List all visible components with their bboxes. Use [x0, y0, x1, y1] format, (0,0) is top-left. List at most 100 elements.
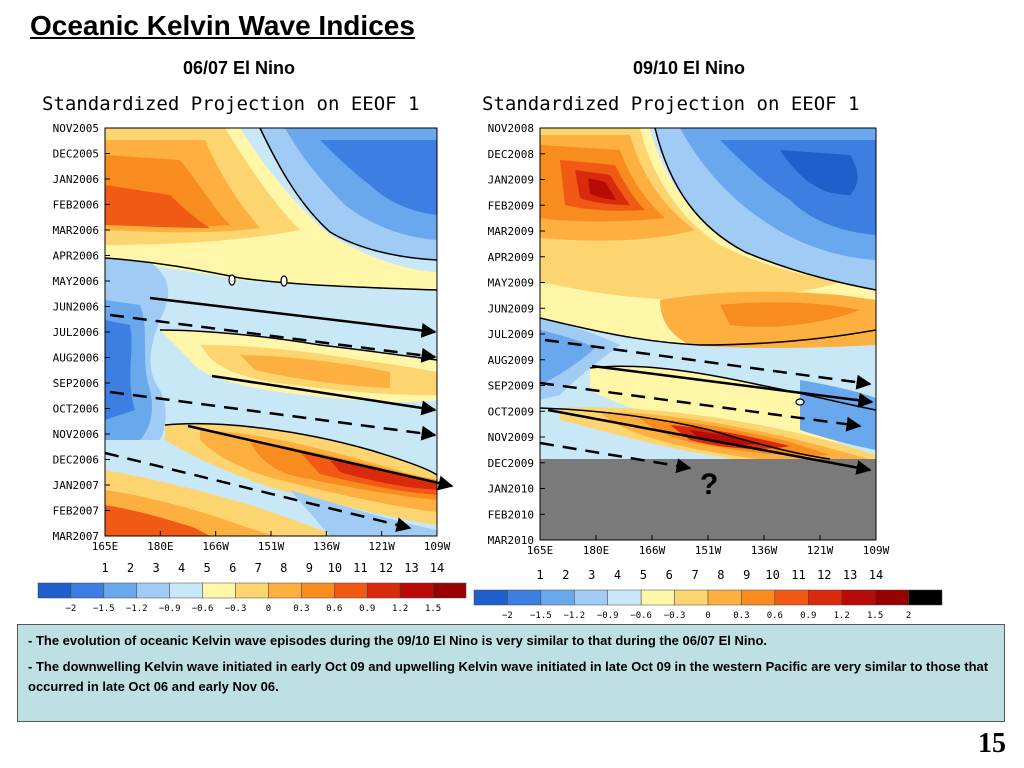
- colorbar-swatch: [507, 589, 542, 606]
- panel2-missing-data: [540, 459, 876, 540]
- colorbar-label: 0.6: [767, 611, 783, 620]
- month-tick-label: FEB2009: [488, 199, 534, 212]
- longitude-tick-label: 121W: [368, 540, 395, 553]
- index-label: 4: [178, 561, 185, 575]
- caption-box: - The evolution of oceanic Kelvin wave e…: [17, 624, 1005, 722]
- panel2-subtitle: 09/10 El Nino: [633, 58, 746, 78]
- colorbar-label: −1.2: [563, 611, 585, 620]
- month-tick-label: NOV2008: [488, 122, 534, 135]
- month-tick-label: JAN2009: [488, 174, 534, 187]
- colorbar-label: 0.9: [359, 604, 375, 614]
- panel2-colorbar: −2 −1.5 −1.2 −0.9 −0.6 −0.3 0 0.3 0.6 0.9 1.2 1.5 2: [473, 589, 943, 620]
- colorbar-swatch: [334, 582, 368, 599]
- panel2-dashed-arrow-2: [539, 381, 862, 432]
- index-label: 10: [328, 561, 342, 575]
- colorbar-label: 0: [705, 611, 710, 620]
- panel1-solid-arrow-2: [211, 374, 437, 416]
- month-tick-label: DEC2005: [53, 148, 99, 161]
- colorbar-label: 2: [906, 611, 911, 620]
- panel1-dashed-arrow-2: [109, 390, 437, 441]
- colorbar-swatch: [399, 582, 434, 599]
- index-label: 7: [255, 561, 262, 575]
- index-label: 3: [152, 561, 159, 575]
- longitude-tick-label: 166W: [202, 540, 229, 553]
- colorbar-label: 0: [266, 604, 271, 614]
- colorbar-label: −0.9: [597, 611, 619, 620]
- colorbar-swatch: [136, 582, 170, 599]
- panel2-solid-arrow-2: [547, 408, 872, 475]
- index-label: 12: [817, 568, 831, 582]
- panel2-index-axis: 1 2 3 4 5 6 7 8 9 10 11 12 13 14: [536, 568, 883, 582]
- month-tick-label: JUN2009: [488, 302, 534, 315]
- colorbar-swatch: [268, 582, 302, 599]
- index-label: 14: [430, 561, 444, 575]
- colorbar-label: 0.6: [326, 604, 342, 614]
- month-tick-label: DEC2009: [488, 457, 534, 470]
- panel1-colorbar: −2 −1.5 −1.2 −0.9 −0.6 −0.3 0 0.3 0.6 0.9 1.2 1.5: [37, 582, 467, 614]
- longitude-tick-label: 109W: [424, 540, 451, 553]
- colorbar-swatch: [808, 589, 842, 606]
- question-mark-annotation: ?: [700, 468, 718, 501]
- colorbar-label: 1.5: [867, 611, 883, 620]
- panel2-longitude-axis: 165E 180E 166W 151W 136W 121W 109W: [527, 535, 890, 557]
- index-label: 1: [536, 568, 543, 582]
- panel1-subtitle: 06/07 El Nino: [183, 58, 296, 78]
- slide-number: 15: [978, 728, 1006, 759]
- month-tick-label: JAN2006: [53, 173, 99, 186]
- panel1-plot-title: Standardized Projection on EEOF 1: [42, 93, 420, 115]
- colorbar-label: −1.5: [93, 604, 115, 614]
- colorbar-swatch: [366, 582, 401, 599]
- month-tick-label: MAY2006: [53, 275, 99, 288]
- month-tick-label: MAR2009: [488, 225, 534, 238]
- colorbar-swatch: [70, 582, 105, 599]
- colorbar-label: −0.3: [664, 611, 686, 620]
- month-tick-label: AUG2009: [488, 354, 534, 367]
- month-tick-label: NOV2005: [53, 122, 99, 135]
- index-label: 4: [614, 568, 621, 582]
- month-tick-label: NOV2006: [53, 428, 99, 441]
- colorbar-label: −0.3: [225, 604, 247, 614]
- panel2-plot-title: Standardized Projection on EEOF 1: [482, 93, 860, 115]
- colorbar-swatch: [473, 589, 508, 606]
- index-label: 13: [843, 568, 857, 582]
- index-label: 2: [127, 561, 134, 575]
- index-label: 9: [306, 561, 313, 575]
- index-label: 9: [743, 568, 750, 582]
- colorbar-swatch: [574, 589, 608, 606]
- index-label: 13: [404, 561, 418, 575]
- colorbar-swatch: [103, 582, 138, 599]
- colorbar-label: −1.2: [126, 604, 148, 614]
- month-tick-label: JUL2009: [488, 328, 534, 341]
- month-tick-label: JAN2010: [488, 483, 534, 496]
- colorbar-swatch: [607, 589, 642, 606]
- month-tick-label: SEP2009: [488, 380, 534, 393]
- index-label: 11: [353, 561, 367, 575]
- index-label: 5: [204, 561, 211, 575]
- colorbar-swatch: [640, 589, 675, 606]
- colorbar-swatch: [301, 582, 335, 599]
- colorbar-label: 1.5: [425, 604, 441, 614]
- panel1-solid-arrow-3: [187, 424, 454, 491]
- month-tick-label: JAN2007: [53, 479, 99, 492]
- month-tick-label: MAR2006: [53, 224, 99, 237]
- colorbar-label: −0.9: [159, 604, 181, 614]
- colorbar-swatch: [235, 582, 269, 599]
- month-tick-label: FEB2010: [488, 508, 534, 521]
- index-label: 1: [101, 561, 108, 575]
- longitude-tick-label: 180E: [147, 540, 174, 553]
- month-tick-label: NOV2009: [488, 431, 534, 444]
- index-label: 14: [869, 568, 883, 582]
- index-label: 8: [280, 561, 287, 575]
- month-tick-label: JUN2006: [53, 301, 99, 314]
- panel1-dashed-arrow-3: [104, 451, 412, 533]
- panel2-dashed-arrow-1: [544, 338, 872, 390]
- index-label: 11: [791, 568, 805, 582]
- colorbar-swatch: [540, 589, 575, 606]
- longitude-tick-label: 165E: [92, 540, 119, 553]
- panel1-index-axis: 1 2 3 4 5 6 7 8 9 10 11 12 13 14: [101, 561, 444, 575]
- panel1-hovmoller: [105, 128, 437, 536]
- index-label: 6: [229, 561, 236, 575]
- month-tick-label: OCT2009: [488, 405, 534, 418]
- panel1-dashed-arrow-1: [109, 313, 437, 363]
- figure-canvas: Standardized Projection on EEOF 1: [37, 93, 943, 620]
